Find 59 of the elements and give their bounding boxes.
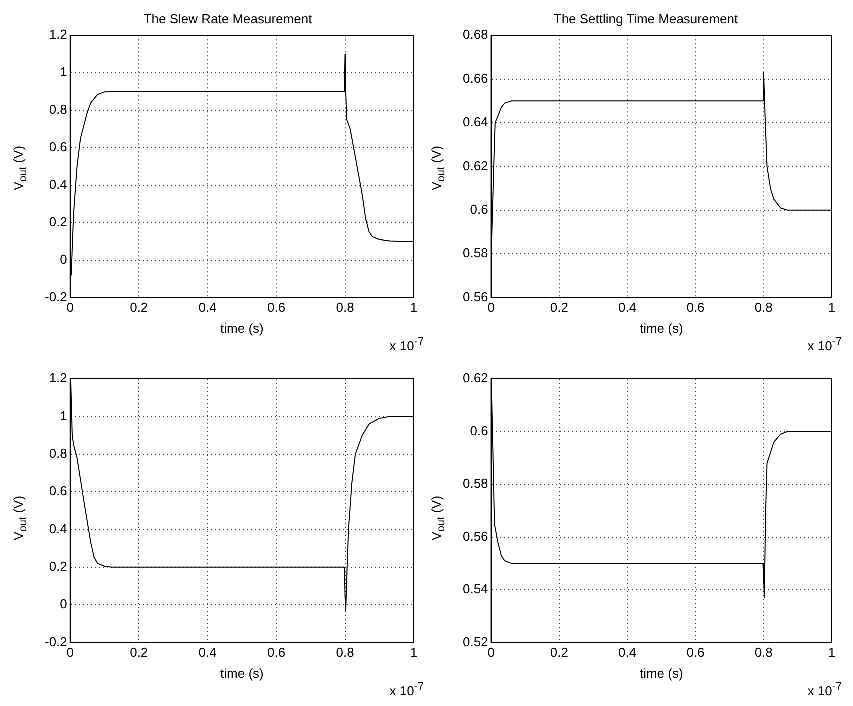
y-tick-label: 0.54	[462, 582, 488, 597]
y-tick-label: 0	[60, 252, 68, 267]
y-tick-label: 0.8	[49, 446, 68, 461]
x-tick-label: 0.8	[754, 645, 773, 660]
x-tick-label: 0.2	[130, 645, 148, 660]
y-tick-label: 0.4	[49, 177, 68, 192]
text: x 10$^{-7}$	[390, 336, 424, 353]
x-tick-label: 0.6	[686, 645, 705, 660]
x-tick-label: 0.4	[618, 645, 637, 660]
text: x 10$^{-7}$	[808, 336, 842, 353]
x-tick-label: 0.2	[130, 300, 148, 316]
y-tick-label: 0.68	[462, 27, 488, 42]
y-tick-label: 0.58	[462, 246, 488, 261]
y-tick-label: 0.58	[462, 476, 488, 492]
y-tick-label: 0.2	[49, 559, 68, 574]
x-tick-label: 0.6	[686, 300, 705, 316]
chart-title: The Slew Rate Measurement	[144, 11, 313, 26]
y-tick-label: 0.62	[462, 158, 488, 174]
y-tick-label: 1	[60, 64, 68, 80]
y-tick-label: 1.2	[49, 27, 68, 42]
y-tick-label: 0.56	[462, 528, 488, 544]
y-tick-label: 0.6	[470, 423, 488, 438]
y-tick-label: 0.6	[470, 202, 488, 217]
y-tick-label: 1.2	[49, 370, 68, 386]
x-tick-label: 0.6	[268, 645, 286, 660]
x-axis-title: time (s)	[220, 666, 264, 681]
x-tick-label: 0.4	[198, 645, 217, 660]
x-axis-title: time (s)	[640, 666, 684, 681]
x-axis-title: time (s)	[640, 320, 684, 336]
y-tick-label: 0.6	[49, 140, 68, 155]
x-tick-label: 0.2	[550, 300, 568, 316]
x-axis-title: time (s)	[220, 320, 264, 336]
x-tick-label: 0.6	[268, 300, 286, 316]
x-tick-label: 0.8	[754, 300, 773, 316]
x-tick-label: 0.4	[198, 300, 217, 316]
y-tick-label: 0.2	[49, 214, 68, 230]
y-tick-label: 0.4	[49, 521, 68, 536]
y-tick-label: 1	[60, 408, 68, 424]
x-tick-label: 0.8	[336, 300, 354, 316]
y-tick-label: 0.52	[462, 634, 488, 650]
y-tick-label: -0.2	[44, 634, 68, 650]
x-tick-label: 1	[410, 645, 418, 660]
y-tick-label: 0.6	[49, 484, 68, 499]
y-tick-label: -0.2	[44, 289, 68, 304]
y-tick-label: 0.64	[462, 114, 488, 130]
y-tick-label: 0	[60, 596, 68, 612]
x-tick-label: 0.8	[336, 645, 354, 660]
y-tick-label: 0.66	[462, 70, 488, 86]
chart-title: The Settling Time Measurement	[554, 11, 739, 26]
text: x 10$^{-7}$	[808, 680, 842, 698]
x-tick-label: 1	[410, 300, 418, 316]
y-tick-label: 0.56	[462, 289, 488, 304]
y-tick-label: 0.8	[49, 102, 68, 118]
x-tick-label: 0.2	[550, 645, 568, 660]
text: x 10$^{-7}$	[390, 680, 424, 698]
x-tick-label: 0.4	[618, 300, 637, 316]
y-tick-label: 0.62	[462, 370, 488, 386]
x-tick-label: 1	[828, 300, 836, 316]
x-tick-label: 1	[828, 645, 836, 660]
